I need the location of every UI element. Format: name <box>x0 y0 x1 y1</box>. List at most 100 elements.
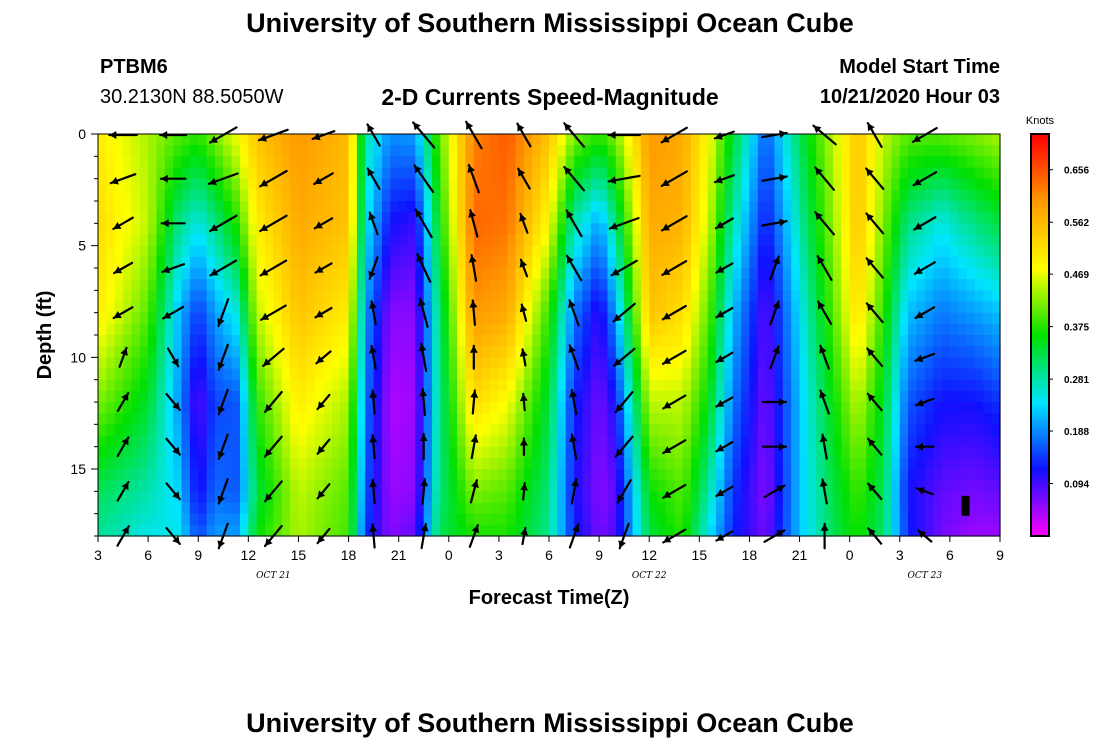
heatmap-cell <box>123 346 133 358</box>
heatmap-cell <box>407 435 416 448</box>
vector-head <box>416 254 424 263</box>
heatmap-cell <box>690 491 700 504</box>
heatmap-cell <box>966 279 976 291</box>
heatmap-cell <box>298 279 308 291</box>
heatmap-cell <box>841 402 851 414</box>
heatmap-cell <box>807 402 817 414</box>
heatmap-cell <box>256 524 266 537</box>
heatmap-cell <box>891 156 901 169</box>
heatmap-cell <box>490 335 500 347</box>
heatmap-cell <box>665 245 675 258</box>
heatmap-cell <box>298 357 308 370</box>
heatmap-cell <box>490 390 500 403</box>
colorbar-swatch <box>1031 201 1049 205</box>
colorbar-swatch <box>1031 408 1049 413</box>
heatmap-cell <box>223 435 233 448</box>
heatmap-cell <box>983 368 993 381</box>
current-vector <box>520 482 528 501</box>
heatmap-cell <box>490 245 500 258</box>
heatmap-cell <box>532 469 542 481</box>
heatmap-cell <box>991 491 1001 504</box>
heatmap-cell <box>924 435 934 448</box>
heatmap-cell <box>306 290 316 303</box>
heatmap-cell <box>214 424 224 437</box>
heatmap-cell <box>114 390 124 403</box>
heatmap-cell <box>164 323 174 336</box>
heatmap-cell <box>281 201 291 213</box>
heatmap-cell <box>98 457 107 470</box>
heatmap-cell <box>148 256 158 269</box>
heatmap-cell <box>156 457 166 470</box>
heatmap-cell <box>407 301 416 314</box>
heatmap-cell <box>106 513 116 526</box>
heatmap-cell <box>791 335 801 347</box>
heatmap-cell <box>465 145 475 157</box>
heatmap-cell <box>766 413 776 425</box>
heatmap-cell <box>958 457 968 470</box>
current-vector <box>315 350 332 365</box>
colorbar-swatch <box>1031 428 1049 433</box>
heatmap-cell <box>340 457 350 470</box>
heatmap-cell <box>832 268 842 280</box>
heatmap-cell <box>858 268 867 280</box>
vector-head <box>469 345 478 353</box>
heatmap-cell <box>381 335 391 347</box>
heatmap-cell <box>966 201 976 213</box>
heatmap-cell <box>139 524 149 537</box>
heatmap-cell <box>148 134 158 146</box>
heatmap-cell <box>899 301 909 314</box>
heatmap-cell <box>281 469 291 481</box>
heatmap-cell <box>532 457 542 470</box>
heatmap-cell <box>699 379 709 392</box>
heatmap-cell <box>473 402 483 414</box>
heatmap-cell <box>507 156 517 169</box>
heatmap-cell <box>423 245 433 258</box>
heatmap-cell <box>181 357 191 370</box>
heatmap-cell <box>239 268 249 280</box>
current-vector <box>662 483 687 499</box>
heatmap-cell <box>974 201 984 213</box>
colorbar-swatch <box>1031 515 1049 520</box>
heatmap-cell <box>173 368 183 381</box>
heatmap-cell <box>858 524 867 537</box>
heatmap-cell <box>532 256 542 269</box>
heatmap-cell <box>983 134 993 146</box>
heatmap-cell <box>807 357 817 370</box>
heatmap-cell <box>966 457 976 470</box>
heatmap-cell <box>690 189 700 202</box>
heatmap-cell <box>214 212 224 224</box>
heatmap-cell <box>440 424 450 437</box>
heatmap-cell <box>532 301 542 314</box>
heatmap-cell <box>290 245 300 258</box>
heatmap-cell <box>164 424 174 437</box>
heatmap-cell <box>983 402 993 414</box>
current-vector <box>913 261 936 275</box>
heatmap-cell <box>615 390 625 403</box>
heatmap-cell <box>841 323 851 336</box>
heatmap-cell <box>164 502 174 515</box>
heatmap-cell <box>498 178 508 191</box>
heatmap-cell <box>248 167 258 180</box>
heatmap-cell <box>908 268 918 280</box>
heatmap-cell <box>757 413 767 425</box>
heatmap-cell <box>958 390 968 403</box>
heatmap-cell <box>507 424 517 437</box>
current-vector <box>313 172 334 186</box>
heatmap-cell <box>858 201 867 213</box>
heatmap-cell <box>398 245 408 258</box>
heatmap-cell <box>782 502 792 515</box>
heatmap-cell <box>941 201 951 213</box>
heatmap-cell <box>323 513 333 526</box>
heatmap-cell <box>632 424 642 437</box>
heatmap-cell <box>841 201 851 213</box>
colorbar-swatch <box>1031 338 1049 343</box>
heatmap-cell <box>156 279 166 291</box>
heatmap-cell <box>565 357 575 370</box>
heatmap-cell <box>156 167 166 180</box>
heatmap-cell <box>674 189 684 202</box>
colorbar-swatch <box>1031 378 1049 383</box>
heatmap-cell <box>682 145 692 157</box>
heatmap-cell <box>916 357 926 370</box>
heatmap-cell <box>448 469 458 481</box>
heatmap-cell <box>949 402 959 414</box>
